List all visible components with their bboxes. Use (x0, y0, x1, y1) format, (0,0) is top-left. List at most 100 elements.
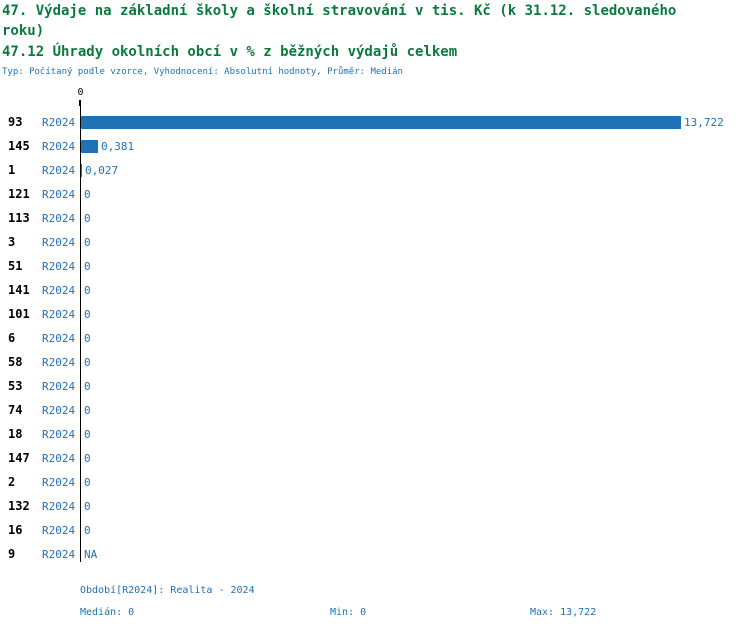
row-category-label: 93 (8, 115, 23, 129)
row-series-label: R2024 (42, 115, 76, 129)
bar-area: 0 (81, 379, 91, 393)
bar-value-label: 0,381 (101, 139, 135, 153)
bar-area: 13,722 (81, 115, 724, 129)
stat-median: Medián: 0 (80, 607, 135, 618)
x-axis-zero-tick-label: 0 (77, 87, 84, 98)
bar-area: 0,381 (81, 139, 134, 153)
row-category-label: 113 (8, 211, 30, 225)
chart-row: 9 R2024 NA (0, 542, 750, 566)
row-category-label: 18 (8, 427, 23, 441)
chart-row: 3 R2024 0 (0, 230, 750, 254)
row-series-label: R2024 (42, 139, 76, 153)
chart-row: 121 R2024 0 (0, 182, 750, 206)
chart-row: 53 R2024 0 (0, 374, 750, 398)
row-category-label: 53 (8, 379, 23, 393)
row-series-label: R2024 (42, 427, 76, 441)
row-category-label: 51 (8, 259, 23, 273)
bar-value-label: 0 (84, 403, 91, 417)
x-axis-tick-mark (79, 100, 81, 106)
row-series-label: R2024 (42, 379, 76, 393)
bar-value-label: 0 (84, 211, 91, 225)
bar-area: 0 (81, 307, 91, 321)
chart-row: 51 R2024 0 (0, 254, 750, 278)
bar-value-label: 0 (84, 379, 91, 393)
chart-row: 6 R2024 0 (0, 326, 750, 350)
row-category-label: 74 (8, 403, 23, 417)
row-category-label: 145 (8, 139, 30, 153)
bar-area: 0 (81, 475, 91, 489)
bar-value-label: 0 (84, 331, 91, 345)
chart-title-line-1: 47. Výdaje na základní školy a školní st… (2, 3, 677, 19)
row-category-label: 141 (8, 283, 30, 297)
chart-row: 101 R2024 0 (0, 302, 750, 326)
row-series-label: R2024 (42, 259, 76, 273)
chart-row: 147 R2024 0 (0, 446, 750, 470)
chart-row: 16 R2024 0 (0, 518, 750, 542)
row-category-label: 101 (8, 307, 30, 321)
bar-value-label: 0 (84, 187, 91, 201)
row-series-label: R2024 (42, 403, 76, 417)
bar-area: 0 (81, 211, 91, 225)
bar-value-label: 0 (84, 499, 91, 513)
chart-subtitle: 47.12 Úhrady okolních obcí v % z běžných… (2, 44, 458, 60)
bar-value-label: 0 (84, 283, 91, 297)
row-category-label: 147 (8, 451, 30, 465)
bar-value-label: 0,027 (85, 163, 119, 177)
chart-row: 2 R2024 0 (0, 470, 750, 494)
row-series-label: R2024 (42, 451, 76, 465)
row-series-label: R2024 (42, 163, 76, 177)
bar-value-label: 0 (84, 235, 91, 249)
row-series-label: R2024 (42, 331, 76, 345)
bar-area: 0 (81, 427, 91, 441)
chart-rows: 93 R2024 13,722 145 R2024 0,381 1 R2024 … (0, 110, 750, 566)
chart-meta-info: Typ: Počítaný podle vzorce, Vyhodnocení:… (2, 67, 403, 77)
bar-area: 0 (81, 355, 91, 369)
chart-row: 18 R2024 0 (0, 422, 750, 446)
bar (81, 163, 82, 177)
row-category-label: 58 (8, 355, 23, 369)
stat-min: Min: 0 (330, 607, 367, 618)
row-category-label: 3 (8, 235, 16, 249)
axis-baseline (80, 106, 81, 562)
bar-value-label: 0 (84, 259, 91, 273)
row-series-label: R2024 (42, 547, 76, 561)
chart-row: 93 R2024 13,722 (0, 110, 750, 134)
bar-area: 0 (81, 331, 91, 345)
row-category-label: 1 (8, 163, 16, 177)
bar-area: 0 (81, 451, 91, 465)
chart-row: 1 R2024 0,027 (0, 158, 750, 182)
bar-value-label: 0 (84, 427, 91, 441)
row-series-label: R2024 (42, 355, 76, 369)
bar-area: 0 (81, 187, 91, 201)
bar-area: 0 (81, 523, 91, 537)
bar-value-label: 0 (84, 307, 91, 321)
row-series-label: R2024 (42, 475, 76, 489)
chart-title-line-2: roku) (2, 23, 45, 39)
bar-value-label: 0 (84, 355, 91, 369)
row-series-label: R2024 (42, 523, 76, 537)
row-category-label: 132 (8, 499, 30, 513)
bar-area: 0 (81, 235, 91, 249)
period-caption: Období[R2024]: Realita - 2024 (80, 585, 255, 596)
bar-area: 0 (81, 499, 91, 513)
row-series-label: R2024 (42, 235, 76, 249)
row-category-label: 16 (8, 523, 23, 537)
row-series-label: R2024 (42, 283, 76, 297)
bar-area: NA (81, 547, 97, 561)
bar-area: 0,027 (81, 163, 118, 177)
bar-value-label: 0 (84, 523, 91, 537)
row-series-label: R2024 (42, 307, 76, 321)
bar-area: 0 (81, 283, 91, 297)
row-category-label: 121 (8, 187, 30, 201)
bar-area: 0 (81, 259, 91, 273)
bar-value-label: 13,722 (684, 115, 724, 129)
row-category-label: 6 (8, 331, 16, 345)
row-series-label: R2024 (42, 499, 76, 513)
bar (81, 115, 681, 129)
row-category-label: 2 (8, 475, 16, 489)
row-series-label: R2024 (42, 187, 76, 201)
bar-value-label: 0 (84, 451, 91, 465)
bar (81, 139, 98, 153)
bar-area: 0 (81, 403, 91, 417)
